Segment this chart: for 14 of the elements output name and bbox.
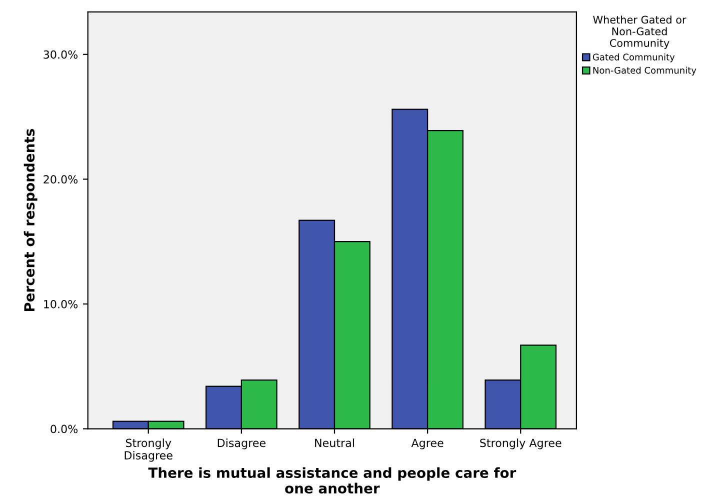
x-tick-label: Strongly Disagree: [124, 438, 172, 462]
y-tick-label: 10.0%: [44, 300, 78, 308]
x-tick-label: Agree: [411, 438, 444, 450]
x-tick-label: Neutral: [315, 438, 354, 448]
legend-title: Whether Gated or Non-Gated Community: [593, 16, 686, 49]
x-axis-title: There is mutual assistance and people care for one another: [148, 467, 516, 494]
legend-label: Non-Gated Community: [593, 66, 696, 76]
y-tick-label: 30.0%: [44, 50, 78, 59]
y-tick-label: 20.0%: [44, 175, 78, 184]
y-axis-title: Percent of respondents: [24, 129, 38, 312]
x-tick-label: Strongly Agree: [480, 438, 562, 450]
y-tick-label: 0.0%: [50, 424, 78, 434]
legend-label: Gated Community: [592, 53, 675, 62]
x-tick-label: Disagree: [218, 438, 266, 450]
